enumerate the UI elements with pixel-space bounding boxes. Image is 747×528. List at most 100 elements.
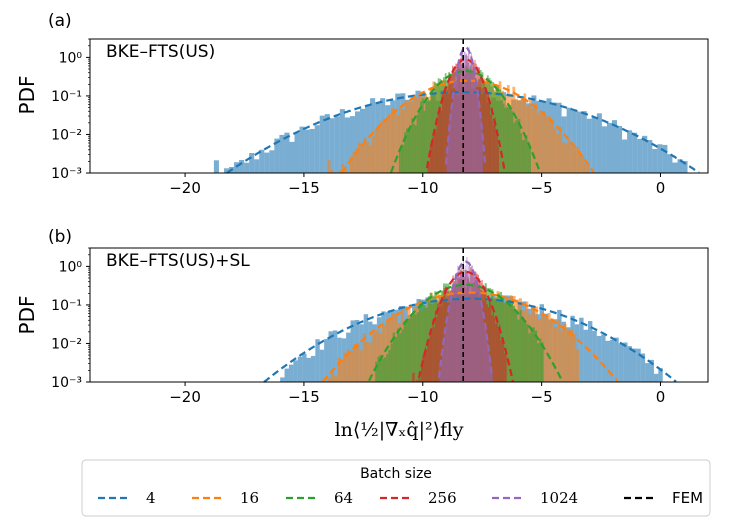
hist-bar bbox=[329, 118, 335, 173]
hist-bar bbox=[490, 367, 492, 382]
hist-bar bbox=[544, 317, 548, 382]
hist-bar bbox=[583, 329, 588, 382]
hist-bar bbox=[575, 146, 579, 173]
hist-bar bbox=[383, 357, 387, 382]
hist-bar bbox=[480, 119, 482, 173]
hist-bar bbox=[416, 312, 419, 382]
hist-bar bbox=[605, 340, 610, 382]
hist-bar bbox=[462, 47, 464, 173]
fit-curve-batch-16 bbox=[322, 291, 619, 383]
hist-bar bbox=[448, 122, 450, 173]
hist-bar bbox=[516, 118, 519, 173]
hist-bar bbox=[319, 349, 325, 382]
hist-bar bbox=[461, 263, 462, 382]
hist-bar bbox=[566, 329, 570, 382]
hist-bar bbox=[244, 162, 250, 173]
hist-bar bbox=[443, 90, 445, 173]
hist-bar bbox=[452, 90, 454, 173]
hist-bar bbox=[515, 120, 517, 173]
legend-item-64: 64 bbox=[286, 489, 353, 507]
hist-bar bbox=[627, 130, 633, 173]
hist-bar bbox=[269, 150, 275, 173]
panel-b-frame bbox=[89, 247, 709, 383]
hist-bar bbox=[423, 305, 426, 382]
hist-bar bbox=[534, 330, 538, 382]
hist-bar bbox=[476, 283, 478, 382]
hist-bar bbox=[324, 338, 329, 382]
hist-bar bbox=[581, 155, 585, 173]
fit-curve-batch-64 bbox=[368, 283, 563, 382]
hist-bar bbox=[444, 326, 446, 382]
hist-bar bbox=[491, 373, 493, 382]
hist-bar bbox=[480, 298, 481, 382]
legend-label: 4 bbox=[146, 489, 156, 507]
hist-bar bbox=[436, 117, 438, 173]
hist-bar bbox=[501, 99, 503, 173]
legend-items: 4 16 64 256 1024 FEM bbox=[98, 489, 703, 507]
hist-bar bbox=[497, 328, 500, 382]
hist-bar bbox=[485, 325, 487, 382]
hist-bar bbox=[511, 111, 514, 173]
hist-bar bbox=[458, 268, 460, 382]
hist-bar bbox=[418, 111, 421, 173]
hist-bar bbox=[451, 108, 453, 173]
hist-bar bbox=[359, 350, 363, 382]
hist-bar bbox=[431, 329, 433, 382]
hist-bar bbox=[553, 327, 558, 382]
hist-bar bbox=[519, 310, 522, 382]
hist-bar bbox=[371, 136, 375, 173]
hist-bar bbox=[513, 305, 516, 382]
hist-bar bbox=[284, 368, 289, 382]
hist-bar bbox=[525, 135, 528, 173]
hist-bar bbox=[508, 107, 510, 173]
hist-bar bbox=[572, 333, 577, 382]
hist-bar bbox=[249, 153, 255, 173]
y-tick-label: 10⁻¹ bbox=[51, 89, 82, 105]
hist-bar bbox=[587, 321, 593, 382]
hist-bar bbox=[414, 314, 417, 382]
hist-bar bbox=[448, 134, 449, 173]
panel-b-label: (b) bbox=[48, 227, 72, 247]
hist-bar bbox=[636, 348, 641, 382]
hist-bar bbox=[352, 151, 356, 173]
hist-bar bbox=[457, 265, 459, 382]
hist-bar bbox=[474, 271, 476, 382]
x-tick-label: −5 bbox=[531, 388, 553, 406]
hist-bar bbox=[360, 144, 364, 173]
hist-bar bbox=[467, 55, 468, 173]
fit-curve-batch-256 bbox=[417, 270, 515, 383]
hist-bar bbox=[289, 141, 295, 173]
hist-bar bbox=[340, 359, 344, 382]
hist-bar bbox=[349, 156, 353, 173]
x-tick-label: −15 bbox=[288, 388, 320, 406]
hist-bar bbox=[394, 336, 398, 382]
hist-bar bbox=[526, 324, 529, 382]
hist-bar bbox=[239, 159, 245, 173]
hist-bar bbox=[614, 337, 619, 382]
hist-bar bbox=[421, 301, 424, 382]
hist-bar bbox=[410, 316, 413, 382]
hist-bar bbox=[647, 140, 653, 173]
hist-bar bbox=[432, 319, 434, 382]
hist-bar bbox=[428, 100, 431, 173]
hist-bar bbox=[385, 321, 389, 382]
hist-bar bbox=[441, 295, 443, 382]
hist-bar bbox=[314, 125, 320, 173]
hist-bar bbox=[381, 325, 386, 382]
hist-bar bbox=[502, 343, 505, 382]
hist-bar bbox=[330, 371, 335, 382]
hist-bar bbox=[609, 339, 615, 382]
hist-bar bbox=[510, 301, 513, 382]
panel-a-plot-area bbox=[213, 39, 700, 174]
hist-bar bbox=[434, 131, 436, 173]
hist-bar bbox=[363, 137, 367, 173]
panel-b-plot-area bbox=[263, 248, 677, 383]
hist-bar bbox=[450, 109, 452, 173]
x-tick-label: −5 bbox=[531, 179, 553, 197]
hist-bar bbox=[445, 322, 447, 382]
hist-bar bbox=[434, 310, 437, 382]
hist-bar bbox=[409, 128, 412, 173]
hist-bar bbox=[601, 334, 606, 382]
hist-bar bbox=[344, 168, 347, 173]
hist-bar bbox=[412, 314, 415, 382]
